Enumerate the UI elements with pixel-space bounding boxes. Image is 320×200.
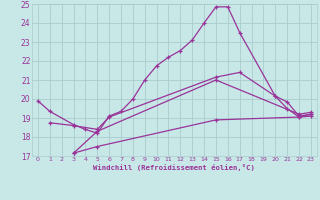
- X-axis label: Windchill (Refroidissement éolien,°C): Windchill (Refroidissement éolien,°C): [93, 164, 255, 171]
